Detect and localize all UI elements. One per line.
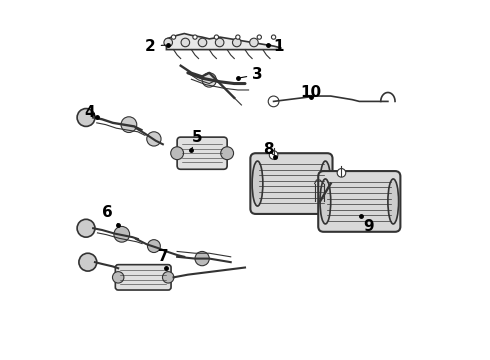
Circle shape [215, 38, 224, 47]
Circle shape [171, 147, 184, 159]
Circle shape [270, 151, 278, 159]
FancyBboxPatch shape [318, 171, 400, 232]
Circle shape [249, 38, 258, 47]
Circle shape [147, 132, 161, 146]
Text: 2: 2 [145, 39, 166, 54]
Circle shape [337, 168, 346, 177]
Text: 10: 10 [300, 85, 321, 100]
Circle shape [257, 35, 262, 39]
Circle shape [268, 96, 279, 107]
Circle shape [164, 38, 172, 47]
Circle shape [114, 226, 130, 242]
Circle shape [79, 253, 97, 271]
Circle shape [232, 38, 241, 47]
FancyBboxPatch shape [250, 153, 333, 214]
Circle shape [113, 272, 124, 283]
Ellipse shape [320, 161, 331, 206]
Ellipse shape [252, 161, 263, 206]
Circle shape [147, 240, 160, 252]
Circle shape [195, 251, 209, 266]
Circle shape [77, 219, 95, 237]
Circle shape [77, 109, 95, 126]
FancyBboxPatch shape [115, 265, 171, 290]
Circle shape [121, 117, 137, 132]
Circle shape [202, 73, 217, 87]
Circle shape [198, 38, 207, 47]
Text: 6: 6 [102, 204, 118, 225]
Circle shape [220, 147, 234, 159]
Ellipse shape [320, 179, 331, 224]
Circle shape [214, 35, 219, 39]
Polygon shape [167, 33, 281, 50]
Text: 9: 9 [361, 216, 373, 234]
Text: 5: 5 [192, 130, 202, 150]
Text: 8: 8 [263, 142, 273, 157]
FancyBboxPatch shape [177, 137, 227, 169]
Circle shape [172, 35, 176, 39]
Circle shape [181, 38, 190, 47]
Text: 3: 3 [241, 67, 263, 82]
Circle shape [271, 35, 276, 39]
Text: 1: 1 [268, 39, 284, 54]
Text: 4: 4 [84, 105, 95, 120]
Circle shape [193, 35, 197, 39]
Text: 7: 7 [157, 249, 168, 267]
Ellipse shape [388, 179, 398, 224]
Circle shape [163, 272, 174, 283]
Circle shape [236, 35, 240, 39]
